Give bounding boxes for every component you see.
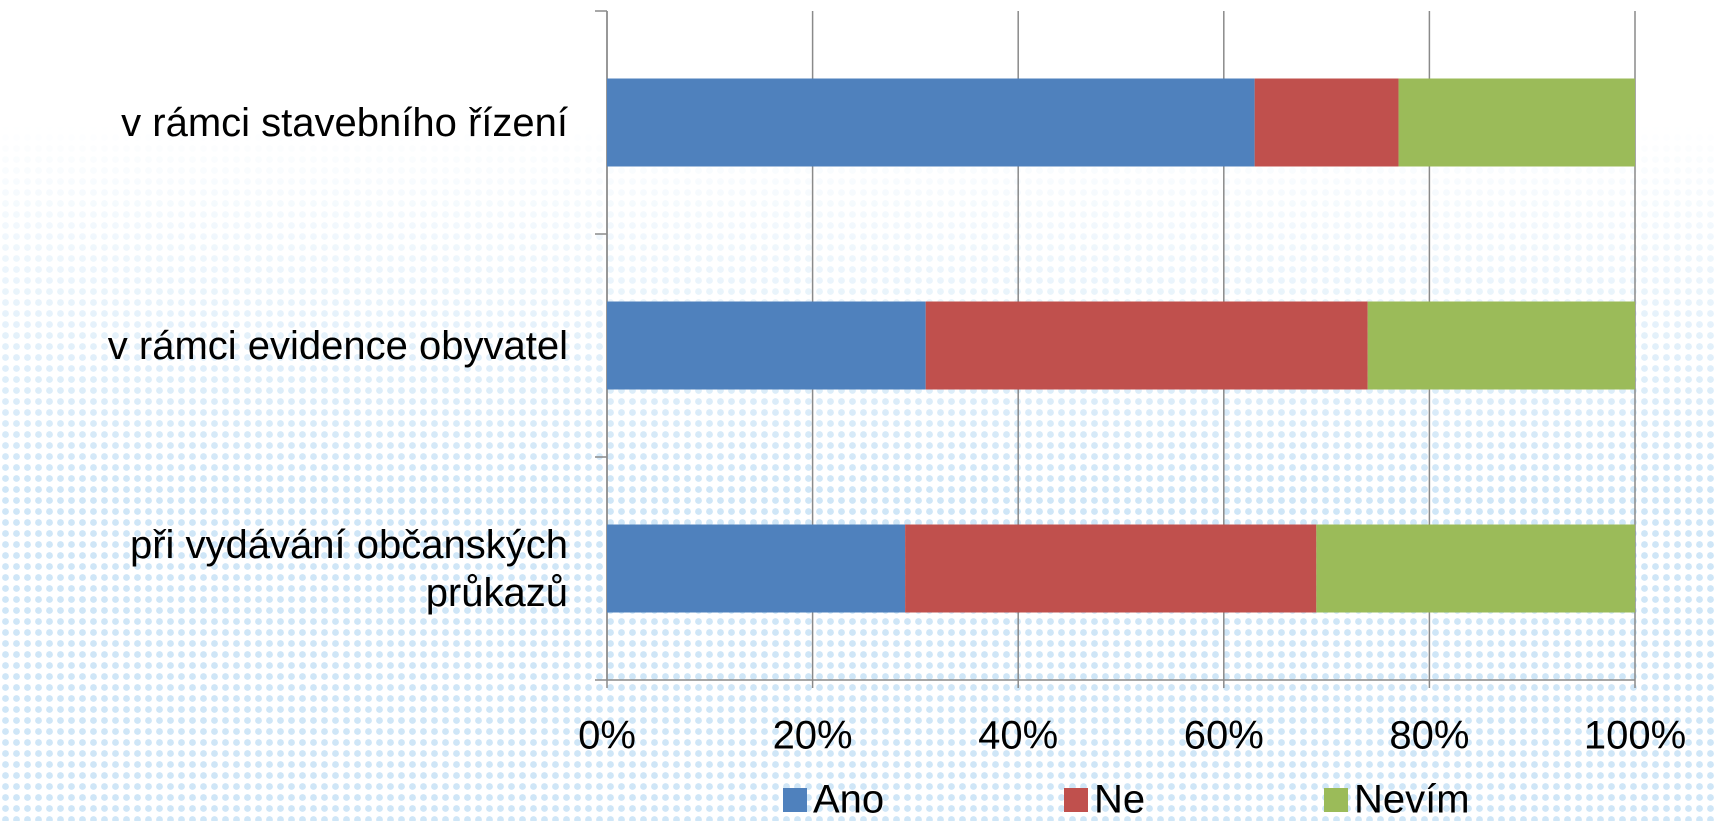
legend-label: Nevím: [1354, 778, 1470, 821]
x-tick-label: 20%: [773, 714, 853, 758]
bar-segment: [1254, 78, 1399, 167]
bar-segment: [905, 524, 1317, 613]
bar-segment: [1316, 524, 1635, 613]
x-tick-label: 60%: [1184, 714, 1264, 758]
legend-swatch: [1324, 788, 1348, 812]
category-text: v rámci evidence obyvatel: [107, 323, 568, 368]
bar-segment: [925, 301, 1368, 390]
legend-label: Ne: [1094, 778, 1145, 821]
legend-swatch: [1064, 788, 1088, 812]
category-label: při vydávání občanských průkazů: [0, 469, 568, 669]
legend-swatch: [783, 788, 807, 812]
category-text: v rámci stavebního řízení: [121, 100, 568, 145]
x-tick-label: 100%: [1584, 714, 1686, 758]
category-label: v rámci evidence obyvatel: [0, 246, 568, 446]
bar-segment: [607, 524, 906, 613]
bar-segment: [607, 301, 926, 390]
bar-segment: [1367, 301, 1635, 390]
x-tick-label: 80%: [1389, 714, 1469, 758]
category-label: v rámci stavebního řízení: [0, 23, 568, 223]
x-tick-label: 0%: [578, 714, 636, 758]
x-tick-label: 40%: [978, 714, 1058, 758]
category-text: při vydávání občanských průkazů: [129, 522, 568, 615]
legend-label: Ano: [813, 778, 884, 821]
bar-segment: [1398, 78, 1635, 167]
bar-segment: [607, 78, 1255, 167]
